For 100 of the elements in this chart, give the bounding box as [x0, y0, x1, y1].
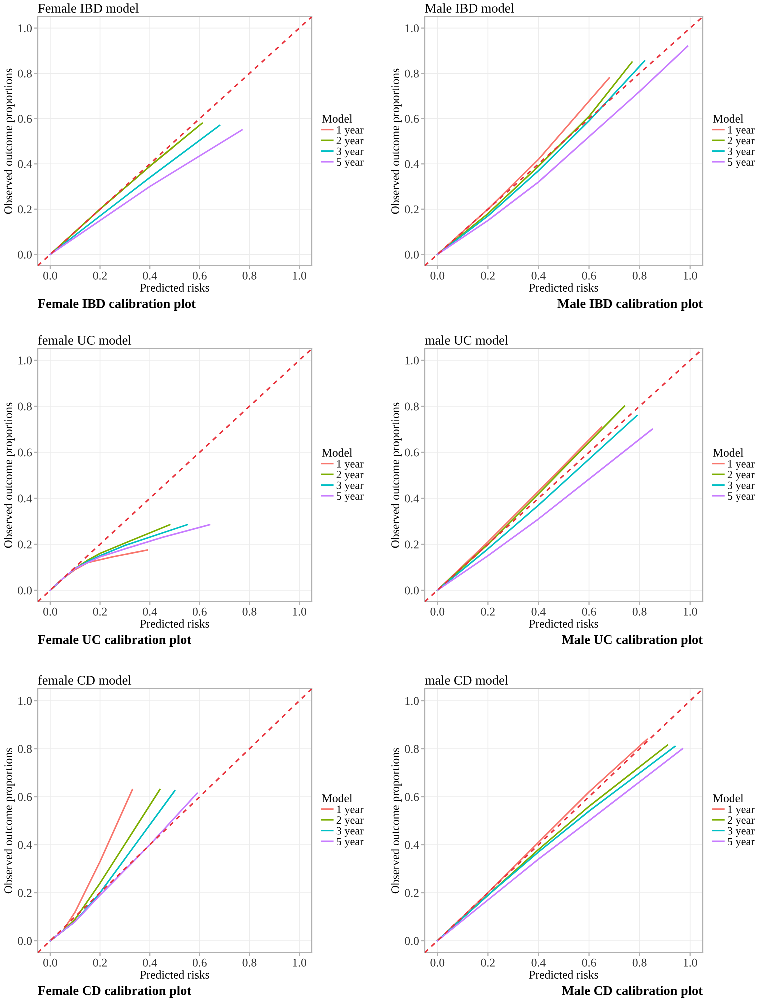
- x-tick-label: 0.0: [430, 272, 445, 280]
- y-tick-label: 0.0: [18, 937, 32, 946]
- y-tick-label: 0.4: [18, 160, 32, 168]
- x-tick-label: 0.2: [93, 958, 107, 967]
- x-tick-label: 0.4: [532, 958, 546, 967]
- x-tick-label: 1.0: [684, 958, 698, 967]
- y-tick-label: 0.6: [405, 115, 420, 124]
- x-tick-label: 0.6: [192, 608, 207, 616]
- legend-label: 5 year: [728, 158, 755, 168]
- legend-title: Model: [322, 114, 353, 123]
- y-tick-label: 1.0: [18, 697, 32, 706]
- x-tick-label: 0.6: [192, 958, 207, 967]
- chart-title: female UC model: [38, 336, 132, 345]
- y-tick-label: 0.0: [405, 937, 419, 946]
- legend-label: 5 year: [337, 492, 364, 502]
- y-axis-title: Observed outcome proportions: [4, 402, 15, 548]
- x-tick-label: 0.6: [582, 272, 596, 280]
- y-tick-label: 0.4: [405, 841, 420, 850]
- y-tick-label: 0.2: [18, 889, 32, 898]
- text: Male UC calibration plot: [562, 635, 703, 647]
- y-tick-label: 0.0: [405, 586, 419, 595]
- x-tick-label: 0.6: [582, 958, 596, 967]
- y-tick-label: 0.0: [18, 586, 32, 595]
- x-tick-label: 0.0: [430, 958, 445, 967]
- y-tick-label: 0.4: [405, 494, 420, 503]
- y-tick-label: 0.6: [405, 793, 420, 802]
- y-axis-title: Observed outcome proportions: [391, 68, 402, 214]
- chart-title: Male IBD model: [425, 4, 514, 13]
- y-tick-label: 0.6: [18, 115, 32, 124]
- legend-label: 2 year: [336, 137, 364, 147]
- x-tick-label: 0.0: [44, 608, 58, 616]
- y-tick-label: 0.2: [18, 540, 32, 549]
- y-tick-label: 0.6: [18, 448, 32, 457]
- text: Male IBD calibration plot: [558, 299, 703, 311]
- text: Female CD calibration plot: [38, 986, 192, 998]
- legend-label: 2 year: [336, 816, 364, 826]
- x-tick-label: 0.4: [143, 272, 158, 280]
- text: Male CD calibration plot: [562, 986, 703, 998]
- legend-label: 2 year: [728, 137, 755, 147]
- y-tick-label: 0.4: [18, 841, 32, 850]
- x-tick-label: 1.0: [684, 272, 698, 280]
- x-axis-title: Predicted risks: [140, 620, 210, 628]
- y-tick-label: 1.0: [18, 24, 32, 33]
- legend-label: 1 year: [337, 806, 364, 816]
- y-tick-label: 0.8: [405, 745, 419, 754]
- x-tick-label: 0.8: [242, 958, 257, 967]
- x-tick-label: 0.8: [632, 608, 647, 616]
- x-tick-label: 0.0: [44, 272, 58, 280]
- x-tick-label: 0.2: [93, 608, 107, 616]
- x-tick-label: 0.2: [481, 272, 495, 280]
- x-tick-label: 0.4: [143, 608, 158, 616]
- y-axis-title: Observed outcome proportions: [391, 402, 402, 548]
- chart-title: female CD model: [38, 676, 132, 685]
- y-tick-label: 0.8: [405, 70, 419, 78]
- legend-label: 5 year: [337, 838, 364, 848]
- y-tick-label: 1.0: [406, 697, 419, 706]
- legend-title: Model: [713, 114, 744, 123]
- x-tick-label: 0.4: [532, 608, 546, 616]
- legend-label: 1 year: [728, 460, 755, 470]
- legend-label: 1 year: [337, 126, 364, 136]
- text: Female UC calibration plot: [38, 635, 192, 647]
- y-axis-title: Observed outcome proportions: [391, 748, 402, 894]
- legend-label: 3 year: [728, 148, 755, 158]
- y-tick-label: 0.6: [405, 448, 420, 457]
- legend-title: Model: [713, 794, 744, 802]
- x-axis-title: Predicted risks: [140, 284, 210, 292]
- legend-label: 3 year: [728, 827, 755, 838]
- y-tick-label: 0.2: [405, 206, 419, 214]
- legend-label: 1 year: [728, 806, 755, 816]
- chart-title: male CD model: [425, 676, 508, 685]
- legend-label: 1 year: [337, 460, 364, 470]
- legend-title: Model: [713, 448, 744, 457]
- y-tick-label: 0.8: [18, 402, 32, 411]
- legend-title: Model: [322, 794, 353, 802]
- x-tick-label: 0.4: [143, 958, 158, 967]
- legend-label: 1 year: [728, 126, 755, 136]
- y-tick-label: 0.2: [405, 889, 419, 898]
- legend-title: Model: [322, 448, 353, 457]
- y-tick-label: 0.0: [18, 250, 32, 259]
- legend-label: 5 year: [728, 838, 755, 848]
- y-tick-label: 0.8: [18, 745, 32, 754]
- line-series: [436, 46, 689, 256]
- y-tick-label: 0.8: [18, 70, 32, 78]
- x-tick-label: 0.8: [242, 272, 257, 280]
- x-tick-label: 0.8: [632, 958, 647, 967]
- y-tick-label: 0.8: [405, 402, 419, 411]
- y-axis-title: Observed outcome proportions: [4, 748, 15, 894]
- x-tick-label: 0.0: [44, 958, 58, 967]
- x-axis-title: Predicted risks: [140, 970, 210, 979]
- y-tick-label: 1.0: [406, 24, 419, 33]
- legend-label: 3 year: [336, 148, 364, 158]
- x-tick-label: 0.4: [532, 272, 546, 280]
- x-tick-label: 0.6: [582, 608, 596, 616]
- y-tick-label: 1.0: [406, 356, 419, 365]
- x-tick-label: 1.0: [293, 958, 306, 967]
- x-tick-label: 0.2: [481, 958, 495, 967]
- legend-label: 2 year: [336, 471, 364, 481]
- x-tick-label: 1.0: [293, 272, 306, 280]
- line-series: [50, 792, 198, 942]
- chart-title: Female IBD model: [38, 4, 139, 13]
